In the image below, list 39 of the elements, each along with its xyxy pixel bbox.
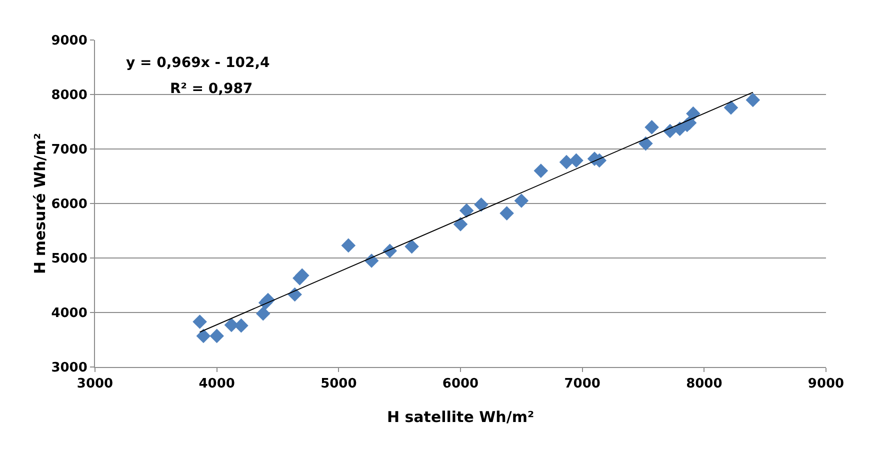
point — [234, 318, 248, 333]
y-tick-label: 3000 — [51, 360, 88, 376]
point — [292, 271, 307, 286]
point — [746, 92, 760, 108]
x-tick-label: 6000 — [442, 376, 479, 392]
x-tick-label: 5000 — [320, 376, 357, 392]
x-tick-label: 3000 — [76, 376, 114, 392]
y-tick-label: 8000 — [51, 88, 88, 104]
point — [514, 194, 529, 208]
point — [341, 238, 356, 253]
point — [256, 306, 270, 321]
x-tick-label: 9000 — [808, 376, 844, 392]
x-tick-label: 8000 — [686, 376, 722, 392]
point — [724, 100, 738, 115]
point — [210, 328, 224, 344]
y-tick-label: 9000 — [51, 34, 88, 49]
x-tick-label: 4000 — [198, 376, 235, 392]
point — [569, 153, 584, 168]
point — [192, 314, 207, 329]
x-tick-label: 7000 — [564, 376, 600, 392]
y-axis-title: H mesuré Wh/m² — [31, 133, 50, 274]
point — [534, 164, 548, 178]
point — [500, 206, 514, 220]
point — [644, 120, 659, 134]
y-tick-label: 6000 — [51, 197, 88, 212]
point — [196, 328, 211, 344]
point — [559, 154, 574, 170]
annotation: R² = 0,987 — [170, 81, 253, 97]
x-axis-title: H satellite Wh/m² — [386, 408, 534, 426]
point — [686, 106, 700, 121]
point — [404, 239, 419, 254]
annotation: y = 0,969x - 102,4 — [126, 55, 270, 71]
point — [638, 136, 653, 151]
point — [459, 203, 474, 218]
point — [474, 197, 488, 212]
y-tick-label: 5000 — [51, 252, 88, 267]
y-tick-label: 4000 — [51, 306, 88, 322]
point — [453, 217, 468, 232]
y-tick-label: 7000 — [51, 142, 88, 158]
